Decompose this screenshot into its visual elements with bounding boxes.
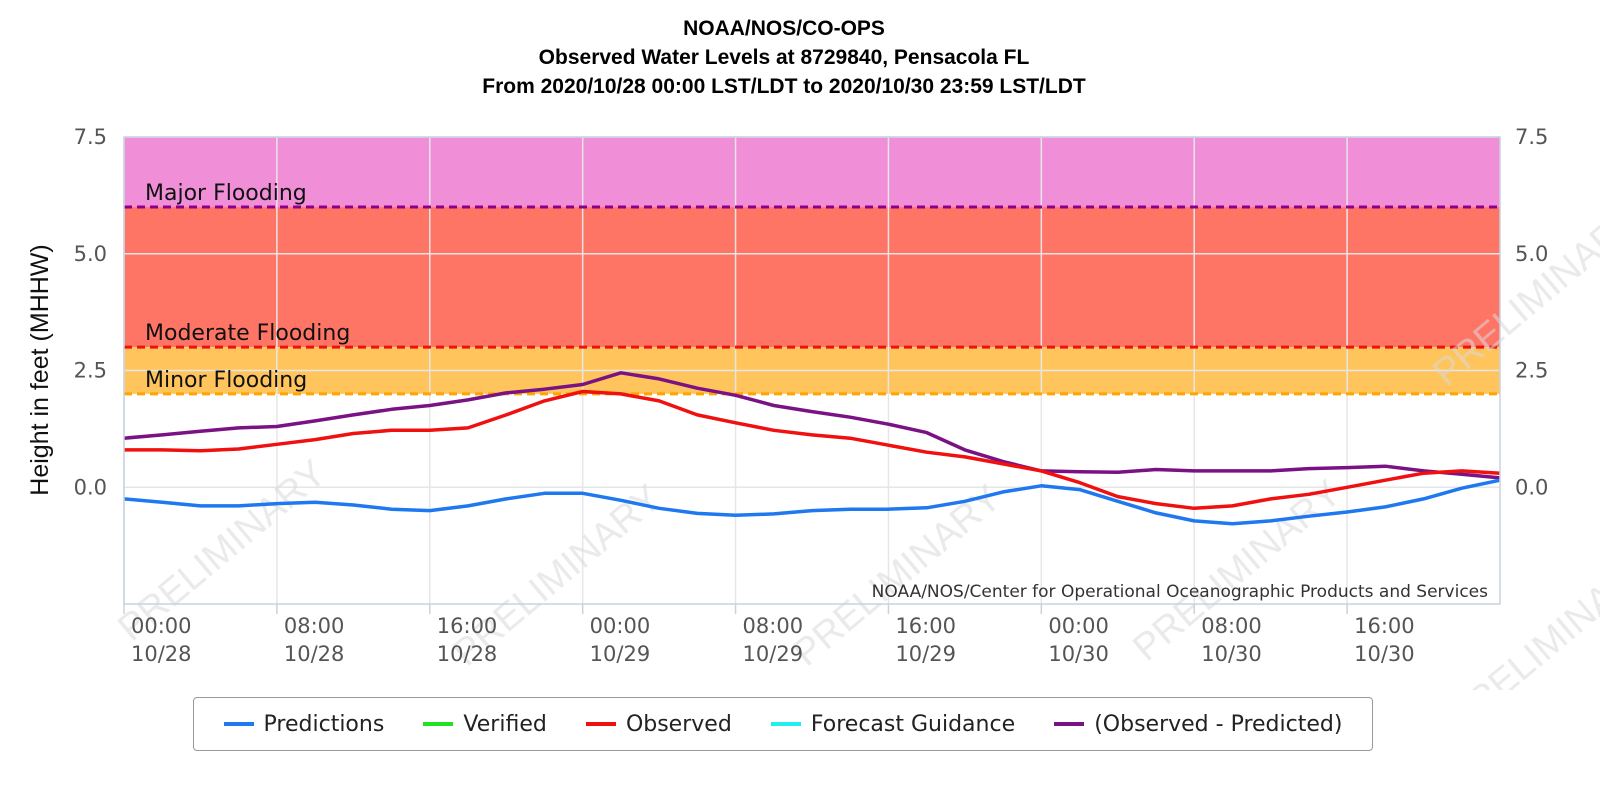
chart-title-line-2: Observed Water Levels at 8729840, Pensac…: [538, 46, 1030, 69]
legend-label-difference: (Observed - Predicted): [1094, 711, 1343, 737]
legend-swatch-predictions: [223, 722, 254, 726]
legend-label-forecast: Forecast Guidance: [810, 711, 1016, 737]
flood-label-2: Minor Flooding: [145, 368, 307, 393]
series-line-predictions: [123, 478, 1501, 526]
flood-band-0: [124, 137, 1500, 208]
x-tick-date-3: 10/29: [590, 642, 651, 666]
x-tick-time-7: 08:00: [1201, 614, 1262, 638]
series-line-difference: [123, 371, 1501, 480]
legend-item-difference[interactable]: (Observed - Predicted): [1054, 712, 1342, 737]
x-tick-time-3: 00:00: [590, 614, 651, 638]
flood-band-1: [124, 207, 1500, 348]
x-tick-date-0: 10/28: [131, 642, 192, 666]
watermark-text-3: PRELIMINARY: [1125, 472, 1349, 669]
y-tick-label-left-1: 5.0: [74, 242, 107, 266]
x-tick-date-1: 10/28: [284, 642, 345, 666]
water-level-chart: Major Flooding Moderate Flooding Minor Flo…: [26, 125, 1600, 690]
flood-label-0: Major Flooding: [145, 181, 307, 206]
legend-item-observed[interactable]: Observed: [585, 711, 732, 737]
legend-label-verified: Verified: [463, 711, 547, 737]
legend-item-verified[interactable]: Verified: [423, 711, 547, 737]
legend-swatch-verified: [423, 722, 454, 726]
chart-legend: Predictions Verified Observed Forecast Guid…: [193, 697, 1373, 751]
y-tick-label-right-2: 2.5: [1515, 359, 1548, 383]
x-tick-time-4: 08:00: [743, 614, 804, 638]
x-tick-date-4: 10/29: [743, 642, 804, 666]
series-line-observed: [124, 389, 1501, 511]
x-tick-time-1: 08:00: [284, 614, 345, 638]
chart-title-line-1: NOAA/NOS/CO-OPS: [683, 17, 885, 40]
plot-area-border: [123, 136, 1501, 605]
y-tick-label-left-0: 7.5: [74, 125, 107, 149]
y-tick-label-right-0: 7.5: [1515, 125, 1548, 149]
x-tick-date-7: 10/30: [1201, 642, 1262, 666]
x-tick-date-8: 10/30: [1354, 642, 1415, 666]
flood-label-1: Moderate Flooding: [145, 321, 350, 346]
x-tick-date-2: 10/28: [437, 642, 498, 666]
x-tick-time-8: 16:00: [1354, 614, 1415, 638]
legend-label-predictions: Predictions: [263, 711, 385, 737]
legend-item-predictions[interactable]: Predictions: [223, 711, 385, 737]
x-tick-date-6: 10/30: [1048, 642, 1109, 666]
x-tick-time-2: 16:00: [437, 614, 498, 638]
x-tick-time-5: 16:00: [895, 614, 956, 638]
legend-swatch-difference: [1054, 722, 1085, 726]
y-axis-label: Height in feet (MHHW): [26, 244, 54, 495]
y-tick-label-left-2: 2.5: [74, 359, 107, 383]
legend-swatch-forecast: [770, 722, 801, 726]
credit-text: NOAA/NOS/Center for Operational Oceanogr…: [872, 582, 1488, 602]
legend-item-forecast[interactable]: Forecast Guidance: [770, 711, 1016, 737]
x-tick-time-6: 00:00: [1048, 614, 1109, 638]
x-tick-date-5: 10/29: [895, 642, 956, 666]
legend-swatch-observed: [585, 722, 616, 726]
chart-title-line-3: From 2020/10/28 00:00 LST/LDT to 2020/10…: [482, 75, 1086, 98]
y-tick-label-right-1: 5.0: [1515, 242, 1548, 266]
y-tick-label-left-3: 0.0: [74, 475, 107, 499]
legend-label-observed: Observed: [625, 711, 732, 737]
x-tick-time-0: 00:00: [131, 614, 192, 638]
watermark-text-5: PRELIMINARY: [1440, 542, 1600, 690]
y-tick-label-right-3: 0.0: [1515, 475, 1548, 499]
